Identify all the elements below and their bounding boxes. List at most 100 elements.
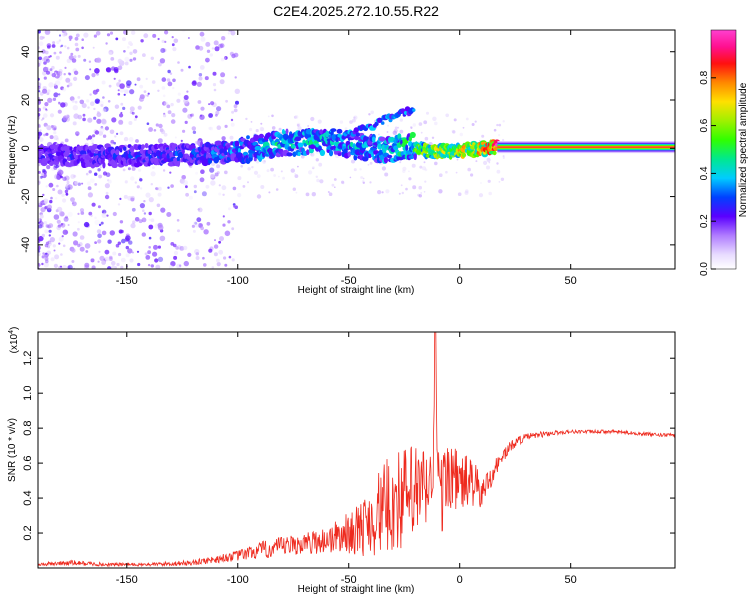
heatmap-noise-cell [386,131,389,133]
heatmap-noise-cell [127,248,133,254]
heatmap-noise-cell [173,38,179,44]
heatmap-noise-cell [71,58,77,63]
heatmap-noise-cell [39,221,44,226]
heatmap-noise-cell [170,261,176,267]
heatmap-noise-cell [53,165,58,170]
heatmap-noise-cell [111,265,116,269]
heatmap-noise-cell [167,81,173,87]
heatmap-noise-cell [148,197,154,203]
heatmap-noise-cell [145,255,151,260]
heatmap-noise-cell [42,36,45,39]
heatmap-noise-cell [385,189,390,194]
heatmap-noise-cell [97,168,101,172]
heatmap-noise-cell [370,110,375,115]
x-tick-label: -50 [341,574,357,586]
heatmap-noise-cell [160,207,166,213]
heatmap-noise-cell [233,108,238,113]
heatmap-noise-cell [59,51,62,54]
heatmap-noise-cell [91,202,96,207]
heatmap-noise-cell [38,123,41,128]
heatmap-noise-cell [169,72,173,75]
heatmap-noise-cell [89,68,92,71]
heatmap-noise-cell [84,75,90,81]
heatmap-noise-cell [229,135,234,140]
colorbar-ticks: 0.0 0.2 0.4 0.6 0.8 [699,70,716,276]
heatmap-noise-cell [44,30,51,35]
heatmap-noise-cell [87,186,92,191]
heatmap-noise-cell [38,235,44,242]
x-tick-label: 0 [457,574,463,586]
heatmap-noise-cell [92,134,96,138]
heatmap-noise-cell [183,245,188,251]
heatmap-noise-cell [233,52,239,58]
heatmap-noise-cell [189,113,193,117]
heatmap-noise-cell [148,246,151,249]
heatmap-noise-cell [194,221,198,225]
heatmap-noise-cell [75,131,80,136]
heatmap-noise-cell [230,30,236,36]
heatmap-noise-cell [278,127,282,131]
heatmap-noise-cell [94,183,98,186]
heatmap-noise-cell [213,88,217,92]
heatmap-noise-cell [397,126,399,129]
heatmap-noise-cell [103,106,109,112]
heatmap-noise-cell [216,164,221,169]
spectrogram-x-label: Height of straight line (km) [298,285,415,296]
heatmap-noise-cell [48,55,51,59]
heatmap-noise-cell [305,192,310,197]
heatmap-noise-cell [502,138,505,142]
heatmap-noise-cell [39,35,44,40]
heatmap-noise-cell [45,108,48,111]
heatmap-ridge-cell [380,121,385,125]
snr-x-ticks: -150 -100 -50 0 50 [116,332,577,586]
heatmap-noise-cell [38,137,44,143]
heatmap-ridge-cell [181,148,185,155]
heatmap-noise-cell [122,106,126,110]
heatmap-noise-cell [87,135,93,140]
heatmap-noise-cell [112,211,117,217]
heatmap-noise-cell [113,77,116,80]
heatmap-noise-cell [89,178,95,184]
heatmap-noise-cell [231,227,235,231]
heatmap-noise-cell [74,100,78,104]
heatmap-noise-cell [467,167,472,172]
heatmap-noise-cell [61,30,66,33]
x-tick-label: -50 [341,275,357,287]
heatmap-noise-cell [62,87,67,92]
heatmap-noise-cell [46,165,51,170]
heatmap-noise-cell [54,83,57,86]
heatmap-noise-cell [60,44,64,47]
heatmap-noise-cell [147,250,152,255]
heatmap-ridge-cell [254,145,261,151]
heatmap-noise-cell [129,51,133,55]
heatmap-noise-cell [208,113,214,118]
spectrogram-frame [37,29,676,270]
heatmap-noise-cell [110,139,115,144]
heatmap-noise-cell [40,172,45,176]
heatmap-noise-cell [439,173,443,177]
heatmap-noise-cell [122,168,126,172]
heatmap-noise-cell [91,73,96,78]
heatmap-noise-cell [271,114,274,118]
heatmap-noise-cell [498,181,501,183]
heatmap-noise-cell [232,186,237,191]
heatmap-ridge-cell [69,146,73,151]
heatmap-noise-cell [49,237,56,243]
heatmap-noise-cell [153,129,157,132]
heatmap-noise-cell [205,41,211,47]
heatmap-ridge-cell [285,128,289,135]
heatmap-ridge-cell [383,156,388,164]
heatmap-noise-cell [210,101,215,106]
heatmap-noise-cell [310,116,315,122]
heatmap-noise-cell [64,138,69,143]
heatmap-ridge-cell [308,147,314,154]
heatmap-noise-cell [240,165,243,168]
heatmap-noise-cell [95,57,102,63]
heatmap-ridge-cell [56,151,62,157]
heatmap-noise-cell [123,136,129,142]
heatmap-noise-cell [222,193,225,196]
heatmap-noise-cell [150,218,155,223]
heatmap-noise-cell [144,252,148,256]
heatmap-noise-cell [67,72,71,75]
heatmap-noise-cell [41,262,44,266]
